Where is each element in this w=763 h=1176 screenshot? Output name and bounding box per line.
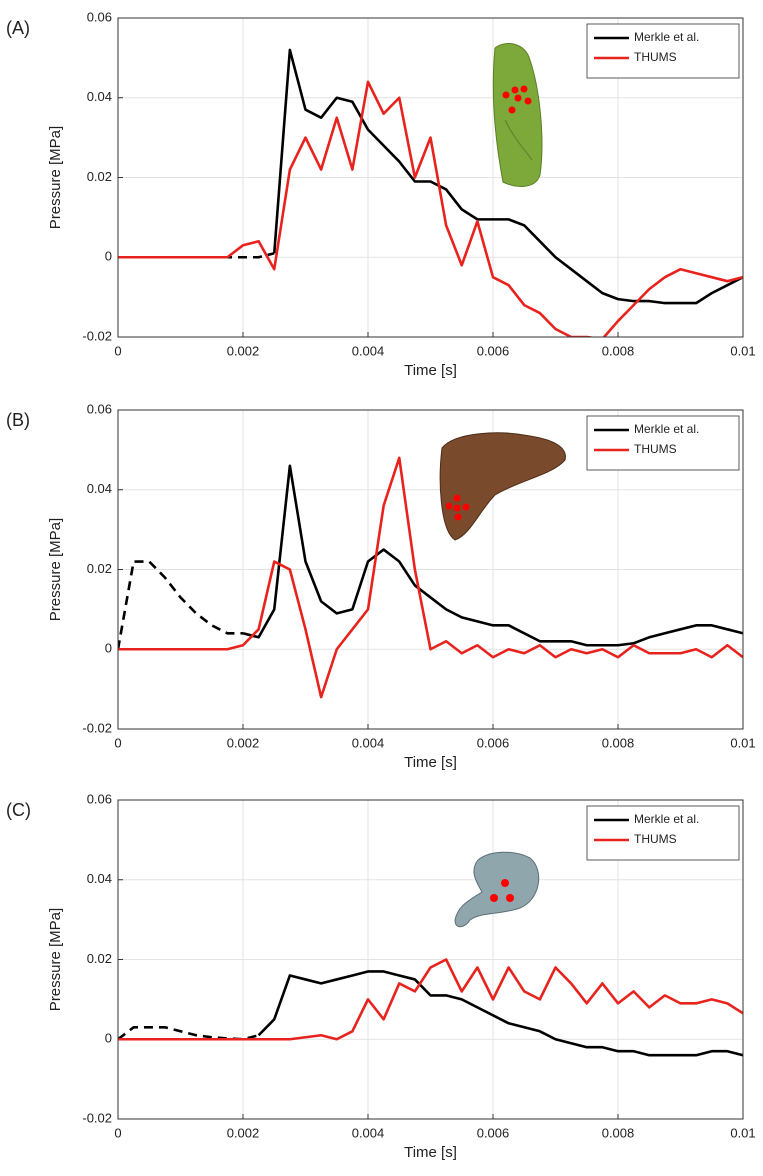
y-tick-label: 0.02 — [87, 169, 112, 184]
x-tick-label: 0.01 — [730, 1125, 755, 1140]
legend-label: THUMS — [634, 50, 677, 64]
y-tick-label: 0.04 — [87, 871, 112, 886]
y-tick-label: 0.04 — [87, 89, 112, 104]
x-axis-label: Time [s] — [404, 362, 457, 379]
x-tick-label: 0.004 — [352, 735, 385, 750]
x-tick-label: 0.002 — [227, 1125, 260, 1140]
x-tick-label: 0.008 — [602, 735, 635, 750]
lung-illustration — [492, 43, 543, 187]
legend-box — [586, 23, 740, 79]
legend-label: Merkle et al. — [634, 812, 699, 826]
y-axis-label: Pressure [MPa] — [47, 126, 64, 229]
x-axis-label: Time [s] — [404, 1144, 457, 1161]
y-tick-label: 0.02 — [87, 951, 112, 966]
chart-panel: 0 0.002 0.004 0.006 0.008 0.01-0.0200.020.040… — [6, 401, 756, 771]
x-tick-label: 0.002 — [227, 735, 260, 750]
organ-illustrations — [439, 43, 566, 928]
series-line — [118, 80, 743, 337]
series-line — [257, 970, 743, 1057]
series-line — [272, 48, 743, 305]
liver-illustration — [439, 432, 566, 541]
chart-panel: 0 0.002 0.004 0.006 0.008 0.01-0.0200.020.040… — [6, 9, 756, 379]
x-tick-label: 0.004 — [352, 343, 385, 358]
x-tick-label: 0.006 — [477, 1125, 510, 1140]
x-tick-label: 0 — [114, 735, 121, 750]
y-tick-label: -0.02 — [82, 328, 112, 343]
x-tick-label: 0.004 — [352, 1125, 385, 1140]
series-line — [118, 958, 743, 1041]
y-tick-label: -0.02 — [82, 720, 112, 735]
y-tick-label: 0.04 — [87, 481, 112, 496]
x-tick-label: 0.008 — [602, 343, 635, 358]
x-tick-label: 0.006 — [477, 343, 510, 358]
y-tick-label: 0.06 — [87, 401, 112, 416]
stomach-illustration — [454, 851, 540, 928]
legend-label: THUMS — [634, 832, 677, 846]
x-tick-label: 0.01 — [730, 735, 755, 750]
series-line — [242, 464, 743, 647]
series-line — [118, 456, 743, 699]
panel-label: (A) — [6, 18, 30, 38]
legend-box — [586, 415, 740, 471]
x-tick-label: 0.006 — [477, 735, 510, 750]
y-tick-label: -0.02 — [82, 1110, 112, 1125]
axes-box — [117, 17, 744, 338]
panel-label: (C) — [6, 800, 31, 820]
x-tick-label: 0.01 — [730, 343, 755, 358]
y-axis-label: Pressure [MPa] — [47, 908, 64, 1011]
chart-panel: 0 0.002 0.004 0.006 0.008 0.01-0.0200.020.040… — [6, 791, 756, 1161]
y-tick-label: 0 — [105, 249, 112, 264]
x-tick-label: 0 — [114, 1125, 121, 1140]
axes-box — [117, 799, 744, 1120]
y-tick-label: 0.06 — [87, 791, 112, 806]
x-tick-label: 0 — [114, 343, 121, 358]
x-tick-label: 0.008 — [602, 1125, 635, 1140]
panel-label: (B) — [6, 410, 30, 430]
legend-box — [586, 805, 740, 861]
legend-label: Merkle et al. — [634, 30, 699, 44]
axes-box — [117, 409, 744, 730]
series-line — [118, 560, 243, 650]
y-tick-label: 0.06 — [87, 9, 112, 24]
y-tick-label: 0 — [105, 641, 112, 656]
y-tick-label: 0 — [105, 1031, 112, 1046]
legend-label: Merkle et al. — [634, 422, 699, 436]
x-tick-label: 0.002 — [227, 343, 260, 358]
y-tick-label: 0.02 — [87, 561, 112, 576]
y-axis-label: Pressure [MPa] — [47, 518, 64, 621]
legend-label: THUMS — [634, 442, 677, 456]
x-axis-label: Time [s] — [404, 754, 457, 771]
